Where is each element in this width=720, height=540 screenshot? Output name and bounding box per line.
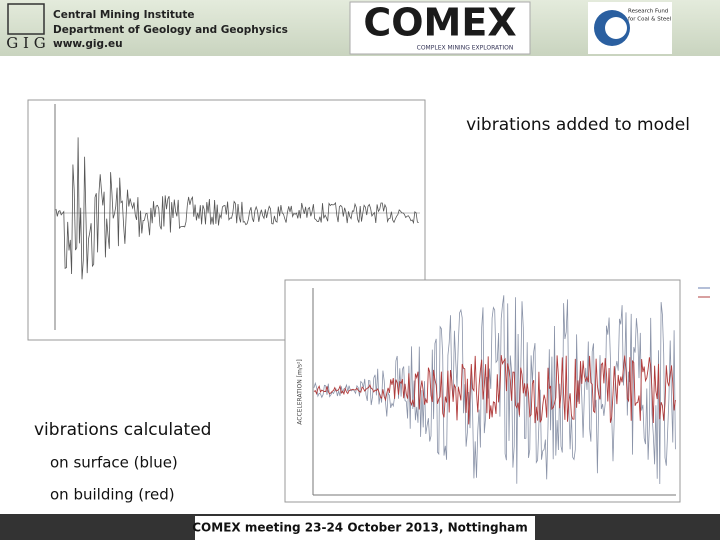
caption-bottom: on building (red) [50, 486, 175, 504]
gig-logo-frame [7, 3, 45, 35]
footer-text: COMEX meeting 23-24 October 2013, Nottin… [192, 521, 527, 535]
caption-top: vibrations added to model [466, 115, 690, 135]
comex-logo-sub: COMPLEX MINING EXPLORATION [417, 45, 514, 52]
comex-logo-box [349, 1, 531, 55]
rfcs-logo-inner [605, 17, 627, 39]
rfcs-logo-text: for Coal & Steel [628, 17, 672, 23]
waveform [313, 295, 676, 485]
institute-line: Central Mining Institute [53, 9, 195, 21]
waveform [55, 137, 419, 280]
institute-line: www.gig.eu [53, 38, 123, 50]
gig-logo: G I G [6, 3, 46, 52]
plot-ylabel: ACCELERATION [m/s²] [297, 359, 304, 425]
caption-bottom: on surface (blue) [50, 454, 178, 472]
gig-logo-text: G I G [6, 34, 45, 52]
waveform [313, 355, 676, 425]
plot-image-output: ACCELERATION [m/s²] [284, 279, 710, 503]
footer-box [195, 516, 535, 540]
comex-logo: COMEX COMPLEX MINING EXPLORATION [349, 1, 531, 55]
rfcs-logo-text: Research Fund [628, 9, 668, 15]
rfcs-logo: Research Fund for Coal & Steel [588, 2, 672, 54]
comex-logo-text: COMEX [363, 1, 516, 45]
caption-bottom: vibrations calculated [34, 420, 211, 440]
institute-line: Department of Geology and Geophysics [53, 24, 288, 36]
